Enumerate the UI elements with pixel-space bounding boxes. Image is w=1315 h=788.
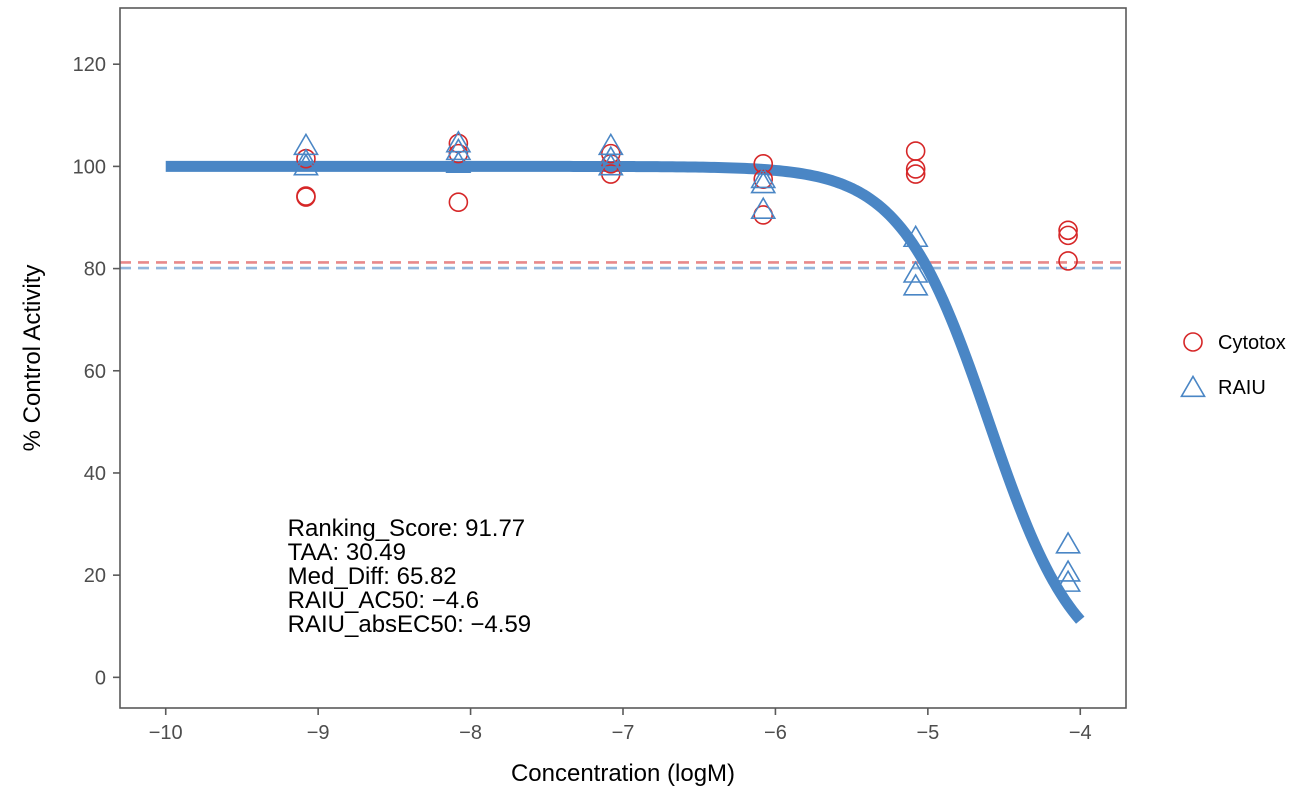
- y-tick-label-1: 20: [84, 565, 106, 587]
- raiu-point-2: [293, 132, 319, 156]
- raiu-point-4: [445, 137, 472, 161]
- fit-curve: [164, 160, 1085, 624]
- legend-key-raiu: [1180, 374, 1206, 398]
- raiu-point-3: [445, 150, 472, 173]
- raiu-point-7: [597, 145, 624, 168]
- x-tick-label-1: −9: [307, 722, 330, 744]
- x-tick-label-3: −7: [612, 722, 635, 744]
- y-axis-title: % Control Activity: [19, 265, 46, 452]
- legend: Cytotox RAIU: [1180, 332, 1286, 399]
- y-axis: 0 20 40 60 80 100 120: [73, 54, 120, 689]
- raiu-point-14: [902, 224, 929, 248]
- legend-label-raiu: RAIU: [1218, 377, 1266, 399]
- x-axis-title: Concentration (logM): [511, 760, 735, 787]
- cytotox-point-17: [1058, 220, 1078, 241]
- y-tick-label-3: 60: [84, 361, 106, 383]
- cytotox-point-12: [905, 164, 926, 184]
- x-tick-label-0: −10: [149, 722, 183, 744]
- annotation-2: Med_Diff: 65.82: [288, 563, 457, 590]
- raiu-point-0: [293, 153, 319, 176]
- cytotox-point-15: [1058, 251, 1078, 271]
- annotation-4: RAIU_absEC50: −4.59: [288, 611, 531, 638]
- cytotox-point-14: [905, 141, 926, 161]
- raiu-point-10: [750, 171, 777, 194]
- annotation-0: Ranking_Score: 91.77: [288, 515, 525, 542]
- x-tick-label-5: −5: [916, 722, 939, 744]
- data-points: [293, 130, 1082, 592]
- cytotox-point-16: [1058, 225, 1078, 246]
- plot-background: [120, 8, 1126, 708]
- raiu-point-11: [750, 166, 777, 189]
- y-tick-label-5: 100: [73, 156, 106, 178]
- y-tick-label-4: 80: [84, 259, 106, 281]
- raiu-point-8: [597, 132, 624, 156]
- annotation-1: TAA: 30.49: [288, 539, 406, 566]
- legend-label-cytotox: Cytotox: [1218, 332, 1286, 354]
- x-tick-label-2: −8: [459, 722, 482, 744]
- y-tick-label-0: 0: [95, 667, 106, 689]
- legend-key-cytotox: [1183, 332, 1203, 352]
- fit-curve-group: [164, 160, 1085, 624]
- raiu-point-5: [445, 130, 472, 153]
- x-tick-label-6: −4: [1069, 722, 1092, 744]
- cytotox-point-3: [448, 192, 469, 212]
- x-tick-label-4: −6: [764, 722, 787, 744]
- reference-lines: [120, 261, 1126, 270]
- y-tick-label-6: 120: [73, 54, 106, 76]
- raiu-point-6: [597, 153, 624, 176]
- raiu-point-16: [1055, 559, 1082, 582]
- raiu-point-9: [750, 196, 777, 219]
- raiu-point-12: [902, 273, 929, 296]
- y-tick-label-2: 40: [84, 463, 106, 485]
- raiu-point-13: [902, 260, 929, 283]
- raiu-point-17: [1055, 531, 1082, 554]
- raiu-point-1: [293, 148, 319, 171]
- x-axis: −10 −9 −8 −7 −6 −5 −4: [149, 708, 1092, 744]
- cytotox-point-1: [296, 186, 316, 206]
- annotation-3: RAIU_AC50: −4.6: [288, 587, 479, 614]
